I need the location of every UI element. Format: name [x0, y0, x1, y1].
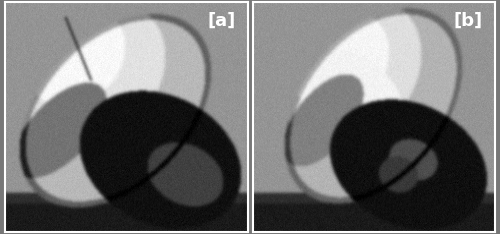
- Text: [a]: [a]: [207, 11, 236, 29]
- Text: [b]: [b]: [454, 11, 483, 29]
